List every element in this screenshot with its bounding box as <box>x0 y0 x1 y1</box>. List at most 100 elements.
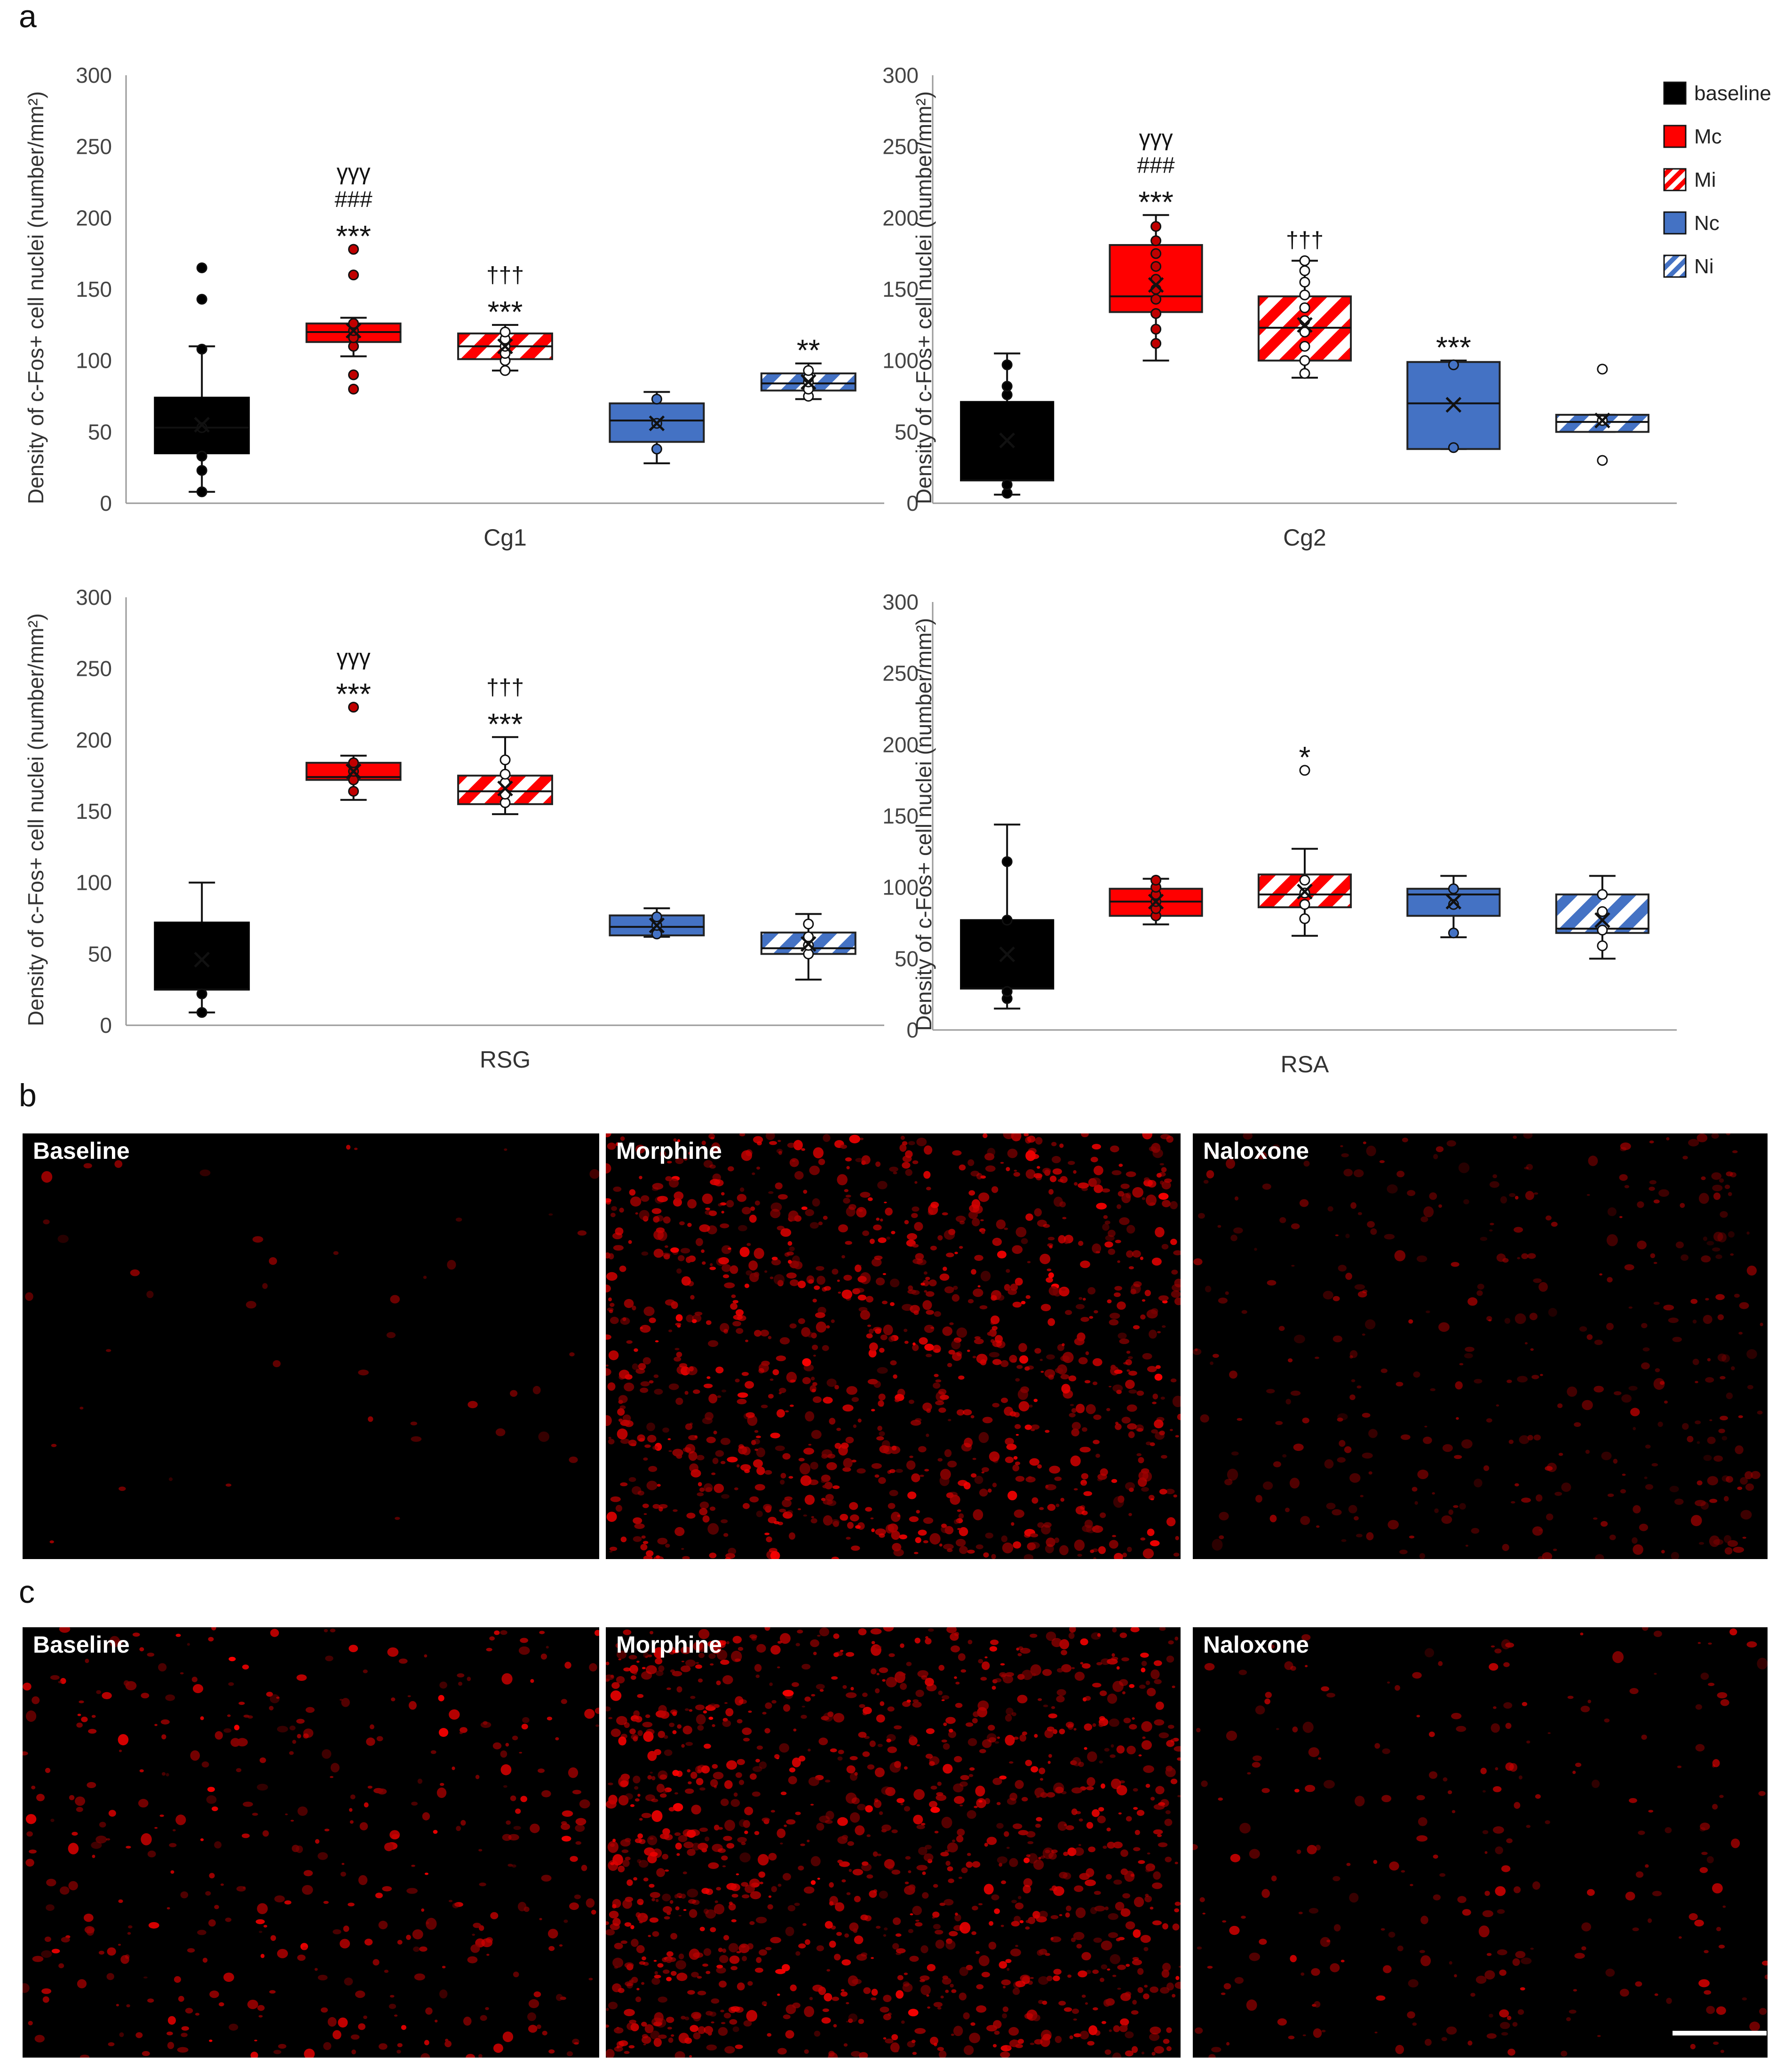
cfos-spot <box>740 1464 751 1471</box>
cfos-spot <box>296 1719 305 1724</box>
cfos-spot <box>609 1551 613 1553</box>
cfos-spot <box>1682 1156 1688 1160</box>
cfos-spot <box>1001 1979 1011 1986</box>
cfos-spot <box>1697 1441 1700 1444</box>
cfos-spot <box>1265 1692 1272 1698</box>
cfos-spot <box>854 1288 864 1293</box>
cfos-spot <box>1117 1988 1121 1990</box>
cfos-spot <box>1230 1853 1241 1862</box>
micrograph-b-morphine-label: Morphine <box>616 1138 722 1164</box>
cfos-spot <box>777 1884 782 1887</box>
cfos-spot <box>1700 1501 1709 1510</box>
cfos-spot <box>1261 1788 1270 1793</box>
cfos-spot <box>1315 1356 1319 1359</box>
cfos-spot <box>1708 1642 1712 1645</box>
cfos-spot <box>1354 1284 1365 1290</box>
cfos-spot <box>925 1753 933 1759</box>
cfos-spot <box>23 1682 32 1691</box>
cfos-spot <box>691 1843 701 1851</box>
cfos-spot <box>775 1182 783 1189</box>
cfos-spot <box>658 1506 663 1512</box>
cfos-spot <box>1366 1145 1376 1156</box>
cfos-spot <box>803 1886 815 1894</box>
cfos-spot <box>1271 1875 1277 1882</box>
cfos-spot <box>1004 1831 1009 1837</box>
cfos-spot <box>971 1931 976 1935</box>
cfos-spot <box>1491 1723 1500 1733</box>
cfos-spot <box>862 1230 869 1236</box>
cfos-spot <box>756 1957 762 1963</box>
cfos-spot <box>533 1991 541 1997</box>
cfos-spot <box>1006 1269 1010 1273</box>
cfos-spot <box>1542 1552 1553 1559</box>
cfos-spot <box>1195 1348 1198 1352</box>
cfos-spot <box>1152 1394 1158 1400</box>
cfos-spot <box>711 2021 714 2024</box>
cfos-spot <box>650 1772 653 1774</box>
cfos-spot <box>384 1843 394 1852</box>
cfos-spot <box>272 1360 281 1368</box>
cfos-spot <box>621 1849 629 1853</box>
cfos-spot <box>612 1838 616 1842</box>
cfos-spot <box>978 1659 983 1663</box>
cfos-spot <box>1419 1950 1425 1953</box>
cfos-spot <box>937 1235 943 1241</box>
cfos-spot <box>764 1270 768 1273</box>
cfos-spot <box>343 1925 349 1932</box>
cfos-spot <box>1204 1663 1215 1671</box>
cfos-spot <box>681 1661 684 1663</box>
cfos-spot <box>473 1923 481 1928</box>
cfos-spot <box>658 2034 667 2039</box>
cfos-spot <box>1712 1804 1718 1810</box>
cfos-spot <box>722 1675 733 1685</box>
cfos-spot <box>45 1767 51 1773</box>
cfos-spot <box>1447 1790 1452 1794</box>
cfos-spot <box>1035 1137 1043 1145</box>
cfos-spot <box>896 1948 906 1954</box>
cfos-spot <box>801 1663 811 1670</box>
data-point <box>1448 899 1459 910</box>
cfos-spot <box>703 1948 712 1956</box>
cfos-spot <box>732 1321 741 1327</box>
cfos-spot <box>1200 1414 1209 1423</box>
data-point <box>1150 308 1162 319</box>
cfos-spot <box>933 1884 938 1888</box>
cfos-spot <box>832 1996 840 2001</box>
cfos-spot <box>831 1676 838 1680</box>
cfos-spot <box>642 1667 646 1670</box>
cfos-spot <box>1261 1889 1270 1898</box>
cfos-spot <box>1115 1423 1122 1430</box>
cfos-spot <box>1621 1394 1632 1403</box>
cfos-spot <box>1700 1822 1710 1830</box>
cfos-spot <box>893 1917 901 1925</box>
cfos-spot <box>1554 1491 1562 1496</box>
cfos-spot <box>314 1968 318 1971</box>
cfos-spot <box>873 1224 882 1231</box>
cfos-spot <box>676 1352 682 1357</box>
cfos-spot <box>992 1482 997 1488</box>
box-mc: ***###γγγ <box>1109 126 1203 362</box>
cfos-spot <box>1117 1301 1126 1310</box>
cfos-spot <box>1077 1553 1082 1557</box>
cfos-spot <box>1438 1322 1450 1332</box>
cfos-spot <box>681 2016 686 2019</box>
cfos-spot <box>1345 1234 1350 1238</box>
cfos-spot <box>656 1670 664 1676</box>
cfos-spot <box>951 1645 960 1653</box>
cfos-spot <box>180 1891 189 1899</box>
cfos-spot <box>738 1225 747 1231</box>
cfos-spot <box>1279 1217 1286 1223</box>
data-point <box>1597 925 1608 936</box>
cfos-spot <box>1574 1953 1585 1959</box>
cfos-spot <box>943 1267 947 1271</box>
cfos-spot <box>702 1964 708 1967</box>
cfos-spot <box>1143 1765 1154 1773</box>
cfos-spot <box>1093 1414 1102 1420</box>
cfos-spot <box>787 1241 793 1246</box>
cfos-spot <box>128 1925 133 1929</box>
cfos-spot <box>1511 1501 1515 1504</box>
cfos-spot <box>211 1627 216 1631</box>
scale-bar <box>1673 2031 1767 2035</box>
cfos-spot <box>1017 1695 1028 1703</box>
cfos-spot <box>978 1432 989 1443</box>
